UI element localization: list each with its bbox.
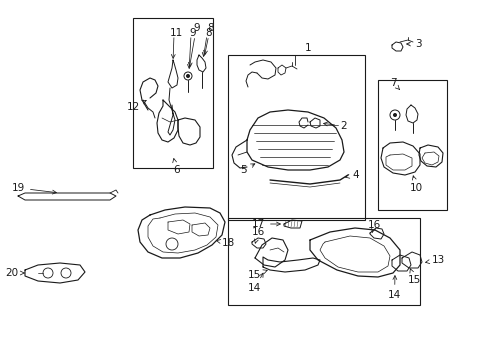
Text: 19: 19 <box>12 183 56 194</box>
Text: 15: 15 <box>407 269 420 285</box>
Text: 14: 14 <box>247 273 263 293</box>
Text: 17: 17 <box>251 219 280 229</box>
Text: 5: 5 <box>240 164 254 175</box>
Text: 18: 18 <box>216 238 235 248</box>
Text: 9: 9 <box>188 23 199 66</box>
Text: 8: 8 <box>204 28 211 38</box>
Text: 10: 10 <box>409 176 422 193</box>
Text: 7: 7 <box>389 78 399 90</box>
Bar <box>227 218 419 305</box>
Text: 6: 6 <box>172 158 179 175</box>
Text: 13: 13 <box>425 255 445 265</box>
Text: 9: 9 <box>189 28 195 38</box>
Text: 15: 15 <box>247 270 266 280</box>
Bar <box>377 80 446 210</box>
Text: 11: 11 <box>170 28 183 38</box>
Text: 16: 16 <box>367 220 381 233</box>
Text: 16: 16 <box>251 227 264 243</box>
Circle shape <box>185 74 190 78</box>
Circle shape <box>392 113 396 117</box>
Text: 14: 14 <box>387 276 401 300</box>
Text: 4: 4 <box>345 170 358 180</box>
Text: 12: 12 <box>126 100 146 112</box>
Bar <box>133 18 213 168</box>
Text: 8: 8 <box>203 23 213 54</box>
Text: 3: 3 <box>406 39 421 49</box>
Text: 20: 20 <box>5 268 24 278</box>
Text: 2: 2 <box>323 121 346 131</box>
Text: 1: 1 <box>305 43 311 53</box>
Bar <box>227 55 364 220</box>
